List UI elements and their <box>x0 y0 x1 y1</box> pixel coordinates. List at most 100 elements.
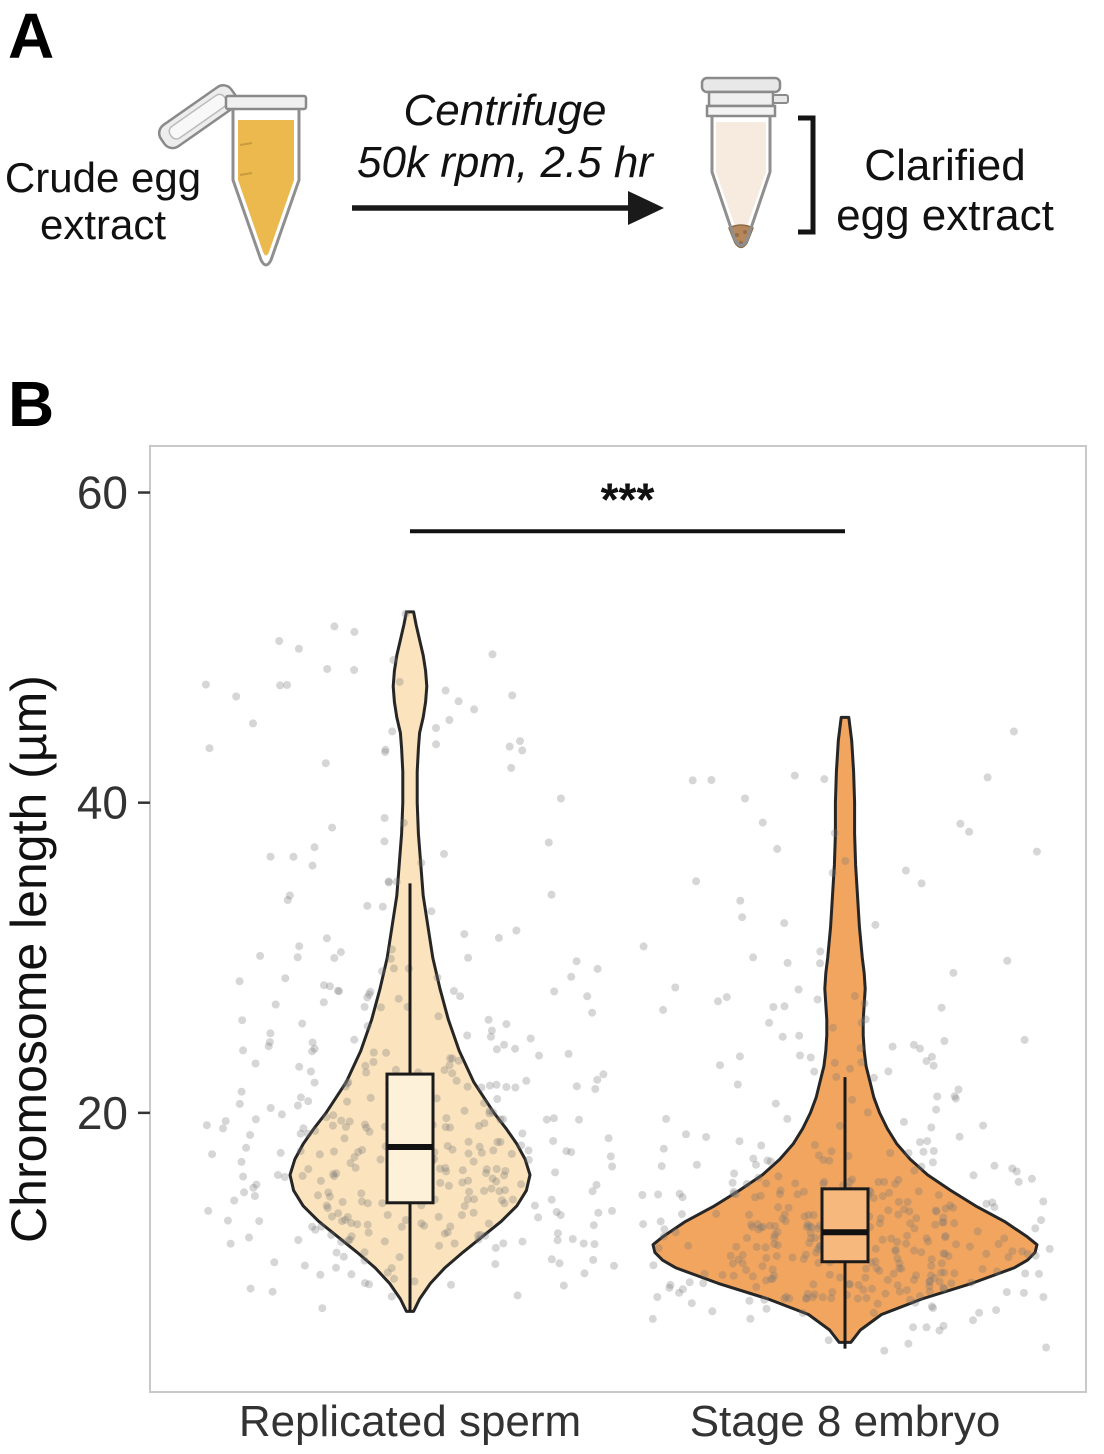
scatter-point <box>333 986 342 995</box>
scatter-point <box>904 1339 913 1348</box>
scatter-point <box>242 1143 251 1152</box>
scatter-point <box>741 794 749 803</box>
scatter-point <box>294 1236 303 1244</box>
scatter-point <box>675 1288 684 1297</box>
scatter-point <box>481 1231 490 1240</box>
scatter-point <box>687 1299 696 1308</box>
scatter-point <box>975 1308 984 1317</box>
scatter-point <box>871 1257 880 1266</box>
scatter-point <box>384 878 393 887</box>
scatter-point <box>443 1228 452 1237</box>
scatter-point <box>671 983 680 992</box>
scatter-point <box>748 1223 757 1231</box>
scatter-point <box>460 930 469 939</box>
scatter-point <box>854 1281 863 1289</box>
scatter-point <box>819 1156 828 1164</box>
scatter-point <box>771 1222 779 1231</box>
scatter-point <box>872 1264 881 1272</box>
scatter-point <box>1039 1197 1048 1206</box>
scatter-point <box>599 1070 608 1079</box>
scatter-point <box>806 1228 815 1237</box>
scatter-point <box>378 902 387 911</box>
scatter-point <box>485 1106 494 1115</box>
scatter-point <box>434 1012 443 1021</box>
scatter-point <box>762 1254 771 1262</box>
scatter-point <box>748 1272 757 1281</box>
scatter-point <box>994 1240 1003 1248</box>
scatter-point <box>482 1165 491 1174</box>
scatter-point <box>591 1085 600 1093</box>
scatter-point <box>308 1047 317 1056</box>
scatter-point <box>758 818 767 827</box>
scatter-point <box>350 1153 359 1162</box>
scatter-point <box>939 1213 948 1222</box>
closed-cap-body <box>707 90 775 108</box>
scatter-point <box>928 1158 937 1167</box>
scatter-point <box>905 1207 914 1216</box>
scatter-point <box>749 1154 758 1163</box>
scatter-point <box>940 1037 949 1045</box>
scatter-point <box>496 1115 505 1124</box>
scatter-point <box>714 997 722 1006</box>
scatter-point <box>535 1051 543 1060</box>
scatter-point <box>675 1189 684 1198</box>
scatter-point <box>219 1124 227 1133</box>
scatter-point <box>1039 1293 1048 1301</box>
scatter-point <box>226 1239 235 1248</box>
scatter-point <box>366 1093 375 1102</box>
scatter-point <box>809 1280 818 1289</box>
scatter-point <box>754 1225 763 1234</box>
scatter-point <box>321 759 330 768</box>
scatter-point <box>747 1220 755 1229</box>
scatter-point <box>389 964 398 973</box>
scatter-point <box>949 968 958 977</box>
scatter-point <box>871 1244 880 1253</box>
scatter-point <box>937 1268 945 1277</box>
scatter-point <box>718 1271 727 1280</box>
scatter-point <box>446 1222 455 1231</box>
scatter-point <box>299 1124 308 1133</box>
scatter-point <box>432 740 441 749</box>
x-category-stage8-embryo: Stage 8 embryo <box>690 1397 1001 1446</box>
scatter-point <box>899 1117 908 1126</box>
scatter-point <box>277 1110 286 1119</box>
scatter-point <box>251 1059 260 1068</box>
scatter-point <box>761 1243 770 1252</box>
scatter-point <box>884 1206 893 1215</box>
scatter-point <box>256 951 265 960</box>
scatter-point <box>334 1209 343 1218</box>
scatter-point <box>978 1265 987 1273</box>
scatter-point <box>895 1259 904 1268</box>
scatter-point <box>383 1268 392 1277</box>
scatter-point <box>567 1148 576 1157</box>
scatter-point <box>933 1092 942 1101</box>
scatter-point <box>768 1274 777 1283</box>
scatter-point <box>608 1162 617 1171</box>
scatter-point <box>542 1115 551 1124</box>
scatter-point <box>813 995 822 1004</box>
scatter-point <box>653 1293 662 1301</box>
scatter-point <box>386 954 395 963</box>
scatter-point <box>440 1229 449 1238</box>
scatter-point <box>474 1121 483 1130</box>
scatter-point <box>361 1061 370 1070</box>
scatter-point <box>221 1117 230 1126</box>
scatter-point <box>870 1073 878 1082</box>
scatter-point <box>810 1141 819 1149</box>
y-tick-label: 60 <box>77 467 128 519</box>
scatter-point <box>246 1284 255 1293</box>
scatter-point <box>1008 1247 1017 1256</box>
scatter-point <box>555 1259 564 1268</box>
scatter-point <box>592 1180 601 1189</box>
scatter-point <box>1014 1177 1023 1186</box>
scatter-point <box>770 1230 779 1239</box>
scatter-point <box>757 1223 765 1232</box>
scatter-point <box>846 1064 854 1073</box>
scatter-point <box>857 1018 866 1027</box>
scatter-point <box>1023 1250 1032 1258</box>
scatter-point <box>950 1092 959 1101</box>
scatter-point <box>474 1231 483 1240</box>
scatter-point <box>1045 1244 1054 1253</box>
scatter-point <box>973 1227 982 1236</box>
scatter-point <box>751 1193 760 1202</box>
